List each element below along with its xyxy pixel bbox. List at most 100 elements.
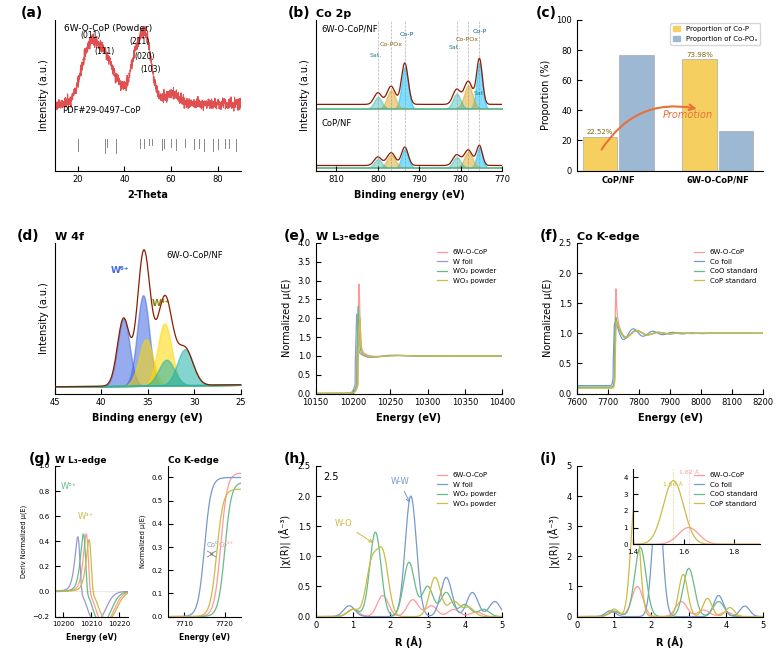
CoO standard — [681, 572, 690, 580]
Text: W-O: W-O — [334, 519, 372, 542]
Co foil — [573, 613, 582, 621]
Text: CoP/NF: CoP/NF — [321, 119, 351, 127]
Text: 6W-O-CoP (Powder): 6W-O-CoP (Powder) — [64, 25, 152, 33]
WO₃ powder — [453, 599, 462, 607]
6W-O-CoP — [460, 352, 470, 360]
Text: (i): (i) — [540, 452, 557, 466]
Text: W⁴⁺: W⁴⁺ — [152, 299, 170, 308]
6W-O-CoP — [714, 611, 723, 619]
Line: CoP standard: CoP standard — [577, 321, 763, 389]
CoP standard — [686, 601, 695, 609]
W foil — [453, 607, 462, 615]
Co foil — [759, 613, 768, 621]
Text: 6W-O-CoP/NF: 6W-O-CoP/NF — [167, 251, 223, 260]
Text: W⁶⁺: W⁶⁺ — [61, 481, 76, 491]
WO₃ powder — [439, 352, 449, 360]
6W-O-CoP — [700, 330, 710, 337]
Text: (a): (a) — [21, 6, 43, 20]
WO₃ powder — [386, 352, 396, 360]
W foil — [498, 607, 507, 615]
Co foil — [718, 330, 728, 337]
X-axis label: Energy (eV): Energy (eV) — [179, 633, 230, 642]
WO₂ powder — [460, 352, 470, 360]
Co foil — [611, 319, 620, 327]
Text: Sat.: Sat. — [449, 46, 460, 50]
WO₃ powder — [498, 613, 507, 621]
Text: Co²⁺: Co²⁺ — [219, 542, 234, 548]
6W-O-CoP — [311, 389, 320, 397]
CoP standard — [583, 613, 593, 621]
Text: Co-P: Co-P — [400, 32, 414, 37]
WO₂ powder — [456, 352, 466, 360]
6W-O-CoP — [386, 352, 396, 360]
Text: Co K-edge: Co K-edge — [577, 232, 640, 242]
Line: W foil: W foil — [315, 496, 502, 617]
X-axis label: Energy (eV): Energy (eV) — [638, 413, 703, 423]
Line: WO₃ powder: WO₃ powder — [315, 547, 502, 617]
Line: 6W-O-CoP: 6W-O-CoP — [577, 587, 763, 617]
W foil — [439, 352, 449, 360]
6W-O-CoP — [456, 352, 466, 360]
Y-axis label: Intensity (a.u.): Intensity (a.u.) — [39, 60, 49, 131]
WO₂ powder — [498, 613, 507, 621]
6W-O-CoP — [439, 352, 449, 360]
WO₂ powder — [420, 586, 429, 594]
CoO standard — [591, 383, 601, 391]
X-axis label: Energy (eV): Energy (eV) — [65, 633, 117, 642]
Co foil — [686, 613, 695, 621]
6W-O-CoP — [654, 329, 664, 337]
6W-O-CoP — [759, 330, 768, 337]
Legend: Proportion of Co-P, Proportion of Co-POₓ: Proportion of Co-P, Proportion of Co-POₓ — [671, 23, 760, 44]
WO₃ powder — [472, 609, 481, 617]
6W-O-CoP — [721, 330, 731, 337]
Co foil — [583, 613, 593, 621]
Text: Co-POx: Co-POx — [456, 36, 478, 42]
Text: Co-P: Co-P — [472, 29, 487, 34]
W foil — [311, 389, 320, 397]
Y-axis label: |χ(R)| (Å⁻³): |χ(R)| (Å⁻³) — [548, 514, 561, 568]
Co foil — [691, 613, 700, 621]
W foil — [352, 310, 361, 318]
CoO standard — [573, 383, 582, 391]
WO₃ powder — [355, 314, 365, 322]
Text: Co 2p: Co 2p — [315, 9, 351, 19]
Y-axis label: Proportion (%): Proportion (%) — [541, 60, 551, 131]
Text: Co K-edge: Co K-edge — [168, 456, 219, 465]
Line: CoO standard: CoO standard — [577, 317, 763, 387]
CoO standard — [691, 591, 700, 599]
WO₃ powder — [376, 543, 386, 551]
X-axis label: R (Å): R (Å) — [657, 636, 684, 648]
6W-O-CoP — [323, 613, 332, 621]
6W-O-CoP — [498, 352, 507, 360]
WO₃ powder — [420, 607, 429, 615]
Text: Sat.: Sat. — [474, 91, 485, 96]
CoO standard — [759, 613, 768, 621]
Co foil — [573, 382, 582, 390]
CoP standard — [612, 317, 621, 325]
X-axis label: Binding energy (eV): Binding energy (eV) — [354, 190, 464, 200]
WO₃ powder — [330, 389, 340, 397]
CoO standard — [700, 330, 710, 337]
Text: (g): (g) — [29, 452, 51, 466]
W foil — [430, 608, 439, 616]
CoO standard — [648, 330, 657, 337]
X-axis label: R (Å): R (Å) — [395, 636, 423, 648]
Y-axis label: Normalized μ(E): Normalized μ(E) — [282, 279, 292, 357]
Text: W-W: W-W — [390, 477, 409, 502]
Co foil — [714, 591, 723, 599]
CoO standard — [759, 330, 768, 337]
6W-O-CoP — [311, 613, 320, 621]
CoO standard — [654, 328, 664, 336]
Text: W L₃-edge: W L₃-edge — [55, 456, 106, 465]
X-axis label: Energy (eV): Energy (eV) — [376, 413, 442, 423]
WO₂ powder — [498, 352, 507, 360]
Y-axis label: Normalized μ(E): Normalized μ(E) — [543, 279, 553, 357]
6W-O-CoP — [430, 603, 439, 611]
CoO standard — [714, 597, 723, 605]
Bar — [682, 59, 717, 170]
Co foil — [591, 382, 601, 390]
CoP standard — [759, 330, 768, 337]
W foil — [460, 352, 470, 360]
Bar — [619, 54, 654, 170]
6W-O-CoP — [583, 613, 593, 621]
